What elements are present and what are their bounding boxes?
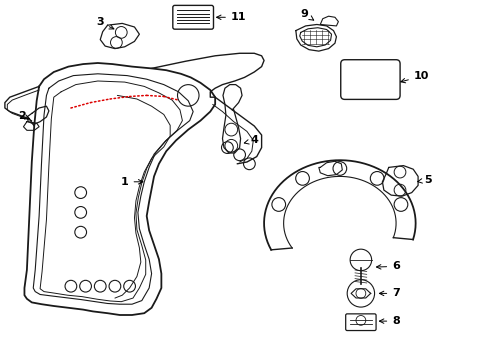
- Text: 3: 3: [96, 17, 114, 29]
- Text: 4: 4: [244, 135, 258, 145]
- Text: 7: 7: [379, 288, 399, 298]
- Text: 9: 9: [300, 9, 313, 20]
- Text: 1: 1: [121, 177, 142, 187]
- Text: 2: 2: [18, 111, 29, 121]
- Text: 10: 10: [400, 71, 428, 83]
- Text: 8: 8: [379, 316, 399, 326]
- Text: 6: 6: [376, 261, 399, 271]
- Text: 5: 5: [417, 175, 431, 185]
- Text: 11: 11: [216, 12, 246, 22]
